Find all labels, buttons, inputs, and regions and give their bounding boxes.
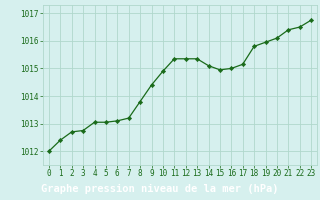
Text: Graphe pression niveau de la mer (hPa): Graphe pression niveau de la mer (hPa) (41, 183, 279, 194)
